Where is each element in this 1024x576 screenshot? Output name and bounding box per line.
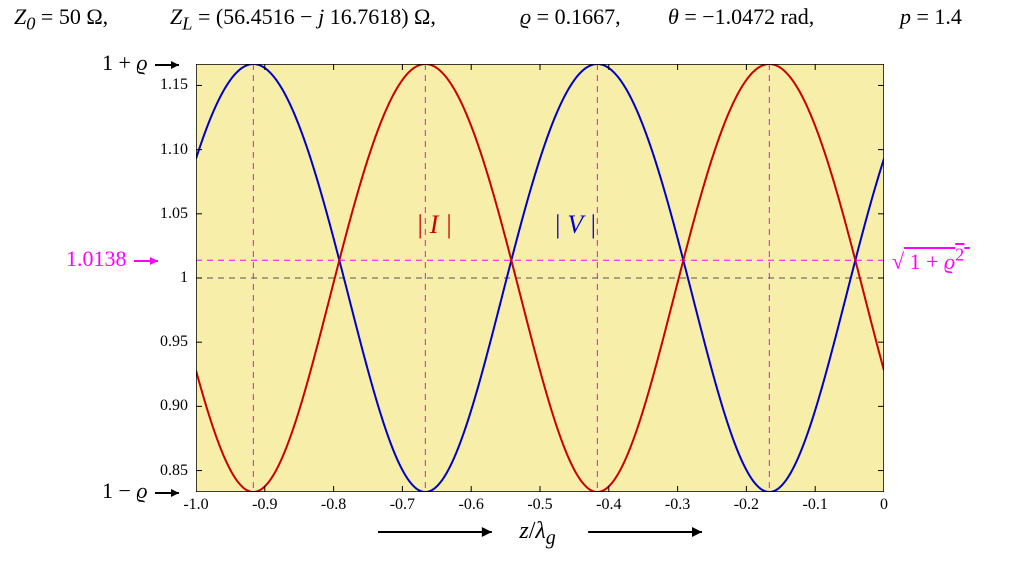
xtick: 0 — [880, 496, 888, 514]
ytick: 1.15 — [160, 76, 188, 94]
param-zl: ZL = (56.4516 − j 16.7618) Ω, — [170, 4, 436, 34]
label-one-minus-rho: 1 − ϱ — [102, 478, 183, 504]
ytick: 1 — [180, 269, 188, 287]
xtick: -0.7 — [390, 496, 415, 514]
xtick: -0.4 — [596, 496, 621, 514]
xtick: -0.2 — [734, 496, 759, 514]
plot-svg — [196, 64, 884, 492]
xtick: -0.9 — [252, 496, 277, 514]
ytick: 0.85 — [160, 462, 188, 480]
ytick: 0.95 — [160, 333, 188, 351]
curve-label-I: | I | — [416, 210, 452, 240]
param-rho: ϱ = 0.1667, — [520, 4, 621, 30]
label-sqrt-expr: √ 1 + ϱ2 — [892, 244, 970, 274]
param-theta: θ = −1.0472 rad, — [668, 4, 814, 30]
xaxis-label: z/λg — [519, 518, 555, 550]
label-rms-value: 1.0138 — [66, 246, 162, 272]
param-p: p = 1.4 — [900, 4, 962, 30]
xtick: -0.6 — [459, 496, 484, 514]
xtick: -0.5 — [527, 496, 552, 514]
label-one-plus-rho: 1 + ϱ — [102, 50, 183, 76]
xtick: -0.3 — [665, 496, 690, 514]
ytick: 1.05 — [160, 205, 188, 223]
param-z0: Z0 = 50 Ω, — [14, 4, 108, 34]
xtick: -1.0 — [183, 496, 208, 514]
ytick: 0.90 — [160, 397, 188, 415]
parameter-row: Z0 = 50 Ω, ZL = (56.4516 − j 16.7618) Ω,… — [0, 4, 1024, 40]
xtick: -0.1 — [803, 496, 828, 514]
standing-wave-chart — [196, 64, 884, 492]
xtick: -0.8 — [321, 496, 346, 514]
curve-label-V: | V | — [554, 210, 597, 240]
ytick: 1.10 — [160, 141, 188, 159]
